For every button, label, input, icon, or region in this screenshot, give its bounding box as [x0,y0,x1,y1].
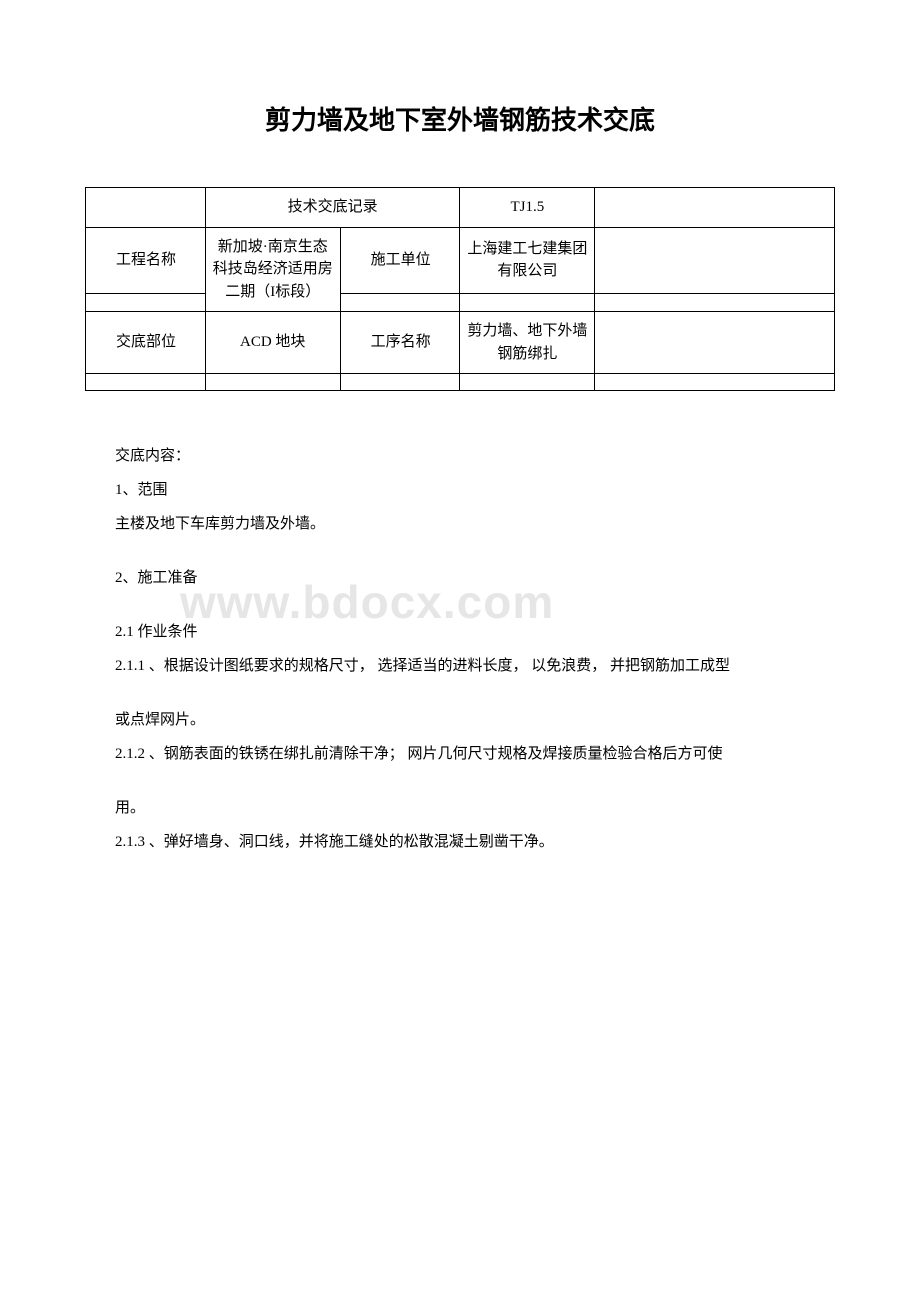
cell-empty [595,293,835,311]
cell-tj-code: TJ1.5 [460,188,595,228]
paragraph-211: 2.1.1 、根据设计图纸要求的规格尺寸， 选择适当的进料长度， 以免浪费， 并… [85,651,835,681]
paragraph-212: 2.1.2 、钢筋表面的铁锈在绑扎前清除干净； 网片几何尺寸规格及焊接质量检验合… [85,739,835,769]
cell-process-name-value: 剪力墙、地下外墙钢筋绑扎 [460,312,595,374]
table-row [86,374,835,391]
cell-disclosure-part-value: ACD 地块 [205,312,340,374]
cell-empty [460,374,595,391]
cell-empty [595,312,835,374]
paragraph-211-cont: 或点焊网片。 [85,705,835,735]
cell-empty [595,188,835,228]
cell-process-name-label: 工序名称 [340,312,460,374]
cell-empty [86,188,206,228]
cell-construction-unit-label: 施工单位 [340,227,460,293]
paragraph-content-header: 交底内容： [85,441,835,471]
table-row: 交底部位 ACD 地块 工序名称 剪力墙、地下外墙钢筋绑扎 [86,312,835,374]
cell-empty [86,293,206,311]
cell-record-title: 技术交底记录 [205,188,460,228]
cell-project-name-value: 新加坡·南京生态科技岛经济适用房二期（I标段） [205,227,340,312]
cell-disclosure-part-label: 交底部位 [86,312,206,374]
paragraph-prep: 2、施工准备 [85,563,835,593]
paragraph-scope-detail: 主楼及地下车库剪力墙及外墙。 [85,509,835,539]
cell-construction-unit-value: 上海建工七建集团有限公司 [460,227,595,293]
document-title: 剪力墙及地下室外墙钢筋技术交底 [85,100,835,137]
cell-empty [86,374,206,391]
paragraph-scope: 1、范围 [85,475,835,505]
cell-empty [340,374,460,391]
cell-empty [205,374,340,391]
paragraph-work-conditions: 2.1 作业条件 [85,617,835,647]
cell-project-name-label: 工程名称 [86,227,206,293]
content-section: 交底内容： 1、范围 主楼及地下车库剪力墙及外墙。 2、施工准备 2.1 作业条… [85,441,835,857]
paragraph-212-cont: 用。 [85,793,835,823]
cell-empty [460,293,595,311]
table-row [86,293,835,311]
info-table: 技术交底记录 TJ1.5 工程名称 新加坡·南京生态科技岛经济适用房二期（I标段… [85,187,835,391]
table-row: 技术交底记录 TJ1.5 [86,188,835,228]
paragraph-213: 2.1.3 、弹好墙身、洞口线，并将施工缝处的松散混凝土剔凿干净。 [85,827,835,857]
cell-empty [340,293,460,311]
cell-empty [595,374,835,391]
cell-empty [595,227,835,293]
